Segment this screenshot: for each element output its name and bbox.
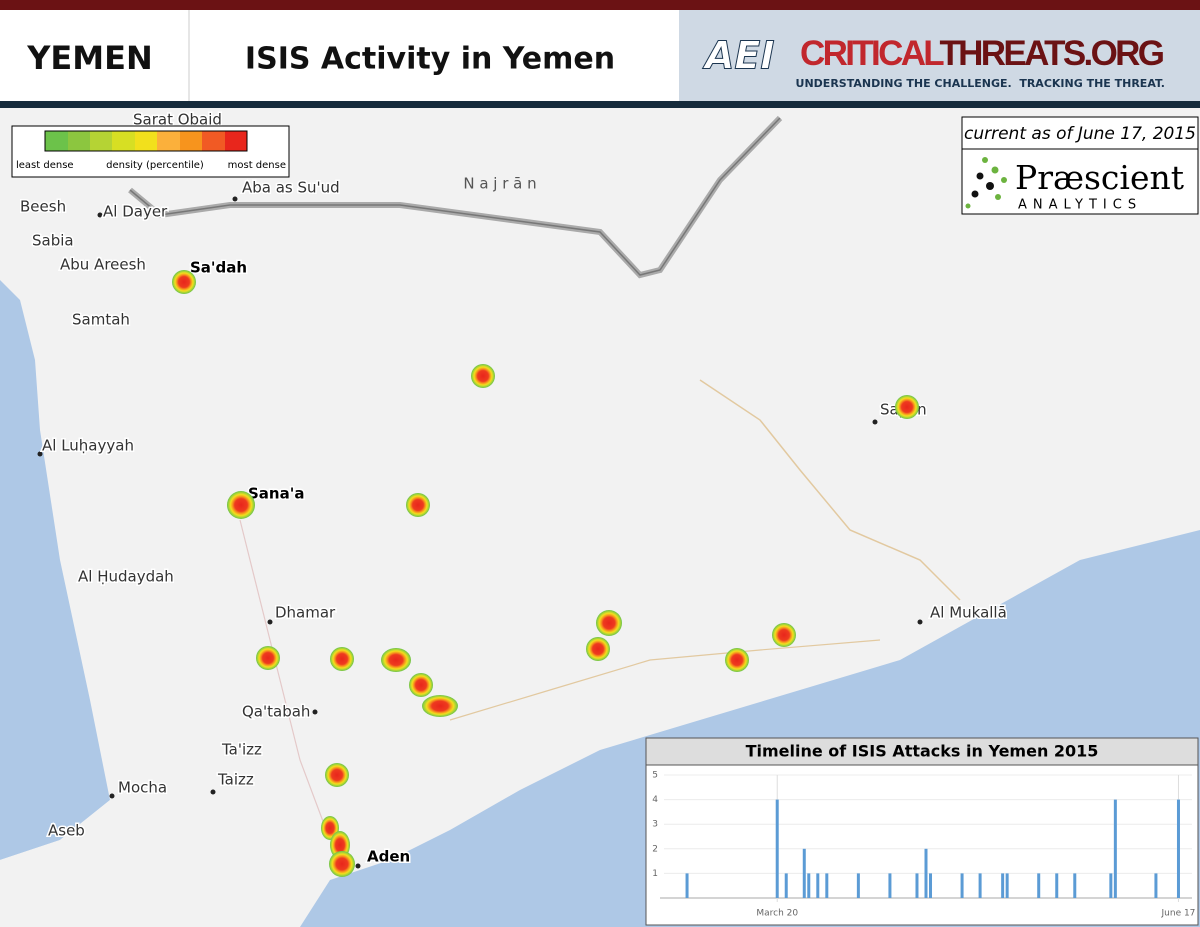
heat-spot (406, 493, 430, 517)
bar (802, 848, 806, 898)
heat-spot (471, 364, 495, 388)
bar (888, 873, 892, 898)
country: YEMEN (26, 39, 153, 77)
bar (856, 873, 860, 898)
x-tick-label: June 17 (1161, 909, 1196, 919)
heat-spot (172, 270, 196, 294)
place-label: Aseb (48, 822, 85, 840)
heat-spot (772, 623, 796, 647)
heat-spot (596, 610, 622, 636)
place-dot (917, 619, 923, 625)
bar (1037, 873, 1041, 898)
tagline: UNDERSTANDING THE CHALLENGE. TRACKING TH… (796, 77, 1165, 90)
y-tick-label: 3 (652, 820, 658, 830)
brand-a: CRITICAL (800, 34, 944, 73)
legend-middle: density (percentile) (106, 160, 204, 171)
place-dot (872, 419, 878, 425)
place-label: Sa'dah (190, 259, 247, 277)
bar (978, 873, 982, 898)
place-label: Taizz (217, 771, 254, 789)
place-label: Sabia (32, 232, 74, 250)
heat-spot (330, 647, 354, 671)
place-dot (267, 619, 273, 625)
y-tick-label: 5 (652, 771, 658, 781)
heat-spot (725, 648, 749, 672)
place-label: Aden (367, 848, 410, 866)
place-label: Al Dayer (103, 203, 168, 221)
bar (1005, 873, 1009, 898)
legend-low: least dense (16, 160, 74, 171)
bar (825, 873, 829, 898)
bar (924, 848, 928, 898)
heat-spot (256, 646, 280, 670)
place-label: Dhamar (275, 604, 336, 622)
header-title: ISIS Activity in Yemen (245, 42, 615, 77)
timeline-chart: Timeline of ISIS Attacks in Yemen 2015 1… (645, 737, 1199, 926)
heat-spot (409, 673, 433, 697)
chart-title: Timeline of ISIS Attacks in Yemen 2015 (746, 742, 1099, 761)
place-label: Al Luḥayyah (42, 437, 134, 455)
bar (1055, 873, 1059, 898)
place-label: Qa'tabah (242, 703, 310, 721)
brand: CRITICALTHREATS.ORG (800, 34, 1165, 73)
bar (775, 799, 779, 898)
heat-spot (381, 648, 411, 672)
y-tick-label: 4 (652, 795, 658, 805)
place-dot (210, 789, 216, 795)
place-label: Al Ḥudaydah (78, 568, 174, 586)
info-box: current as of June 17, 2015 Præscient AN… (961, 116, 1199, 215)
bar (1176, 799, 1180, 898)
header: YEMEN ISIS Activity in Yemen AEI CRITICA… (0, 0, 1200, 108)
heat-spot (586, 637, 610, 661)
legend-ramp (44, 130, 248, 152)
place-label: Sarat Obaid (133, 111, 222, 129)
partner-name: Præscient (1015, 158, 1184, 197)
brand-b: THREATS.ORG (939, 34, 1165, 73)
bar (1154, 873, 1158, 898)
place-label: Samtah (72, 311, 130, 329)
bar (915, 873, 919, 898)
x-tick-label: March 20 (756, 909, 798, 919)
bar (960, 873, 964, 898)
place-dot (355, 863, 361, 869)
bar (1073, 873, 1077, 898)
place-dot (232, 196, 238, 202)
heat-spot (227, 491, 255, 519)
hotspots (172, 270, 919, 877)
place-dot (97, 212, 103, 218)
bar (685, 873, 689, 898)
partner-icon (965, 157, 1007, 209)
bar (1109, 873, 1113, 898)
region-label: N a j r ā n (463, 175, 536, 193)
logo: AEI (702, 34, 775, 78)
place-label: Ta'izz (221, 741, 262, 759)
legend-high: most dense (228, 160, 286, 171)
bar (784, 873, 788, 898)
bar (816, 873, 820, 898)
bar (807, 873, 811, 898)
partner-subtitle: ANALYTICS (1018, 198, 1142, 213)
bar (1001, 873, 1005, 898)
date: current as of June 17, 2015 (964, 124, 1196, 144)
bar (929, 873, 933, 898)
place-label: Abu Areesh (60, 256, 146, 274)
place-label: Mocha (118, 779, 167, 797)
place-label: Beesh (20, 198, 66, 216)
y-tick-label: 1 (652, 869, 658, 879)
y-tick-label: 2 (652, 844, 658, 854)
heat-spot (895, 395, 919, 419)
place-label: Sana'a (248, 485, 304, 503)
place-dot (37, 451, 43, 457)
heat-spot (329, 851, 355, 877)
place-dot (312, 709, 318, 715)
bar (1113, 799, 1117, 898)
place-label: Al Mukallā (930, 604, 1007, 622)
legend: least dense density (percentile) most de… (11, 125, 290, 178)
heat-spot (325, 763, 349, 787)
heat-spot (422, 695, 458, 717)
place-label: Aba as Su'ud (242, 179, 340, 197)
place-dot (109, 793, 115, 799)
